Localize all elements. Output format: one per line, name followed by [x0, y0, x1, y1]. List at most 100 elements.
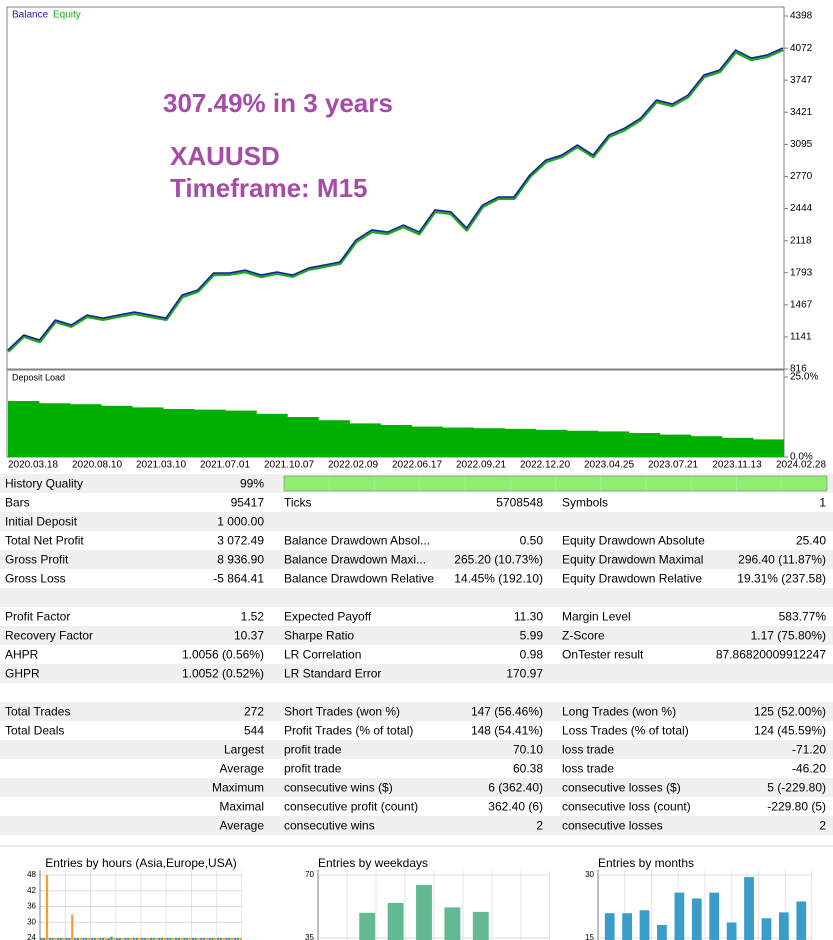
histogram-bar [166, 938, 169, 940]
load-bar [380, 425, 412, 457]
load-bar [504, 428, 537, 457]
histogram-bar [180, 938, 183, 940]
cell-label: Profit Trades (% of total) [284, 724, 413, 738]
cell-value: 124 (45.59%) [754, 724, 826, 738]
y-tick-label: 0.0% [790, 452, 813, 463]
histogram-bar [127, 938, 130, 940]
cell-label: Total Deals [5, 724, 64, 738]
cell-label: Gross Loss [5, 572, 66, 586]
y-tick-label: 30 [27, 917, 36, 926]
cell-label: loss trade [562, 762, 614, 776]
cell-label: consecutive profit (count) [284, 800, 418, 814]
annotation: 307.49% in 3 years [163, 88, 393, 118]
cell-value: 2 [536, 819, 543, 833]
histogram-bar [222, 938, 225, 940]
cell-value: 5 (-229.80) [767, 781, 826, 795]
table-row [0, 740, 833, 759]
histogram-bar [121, 938, 124, 940]
load-bar [566, 430, 599, 457]
histogram-bar [96, 938, 99, 940]
histogram-bar [43, 938, 46, 940]
histogram-bar [191, 938, 195, 940]
load-bar [721, 437, 754, 457]
histogram-bar [116, 938, 119, 940]
histogram-bar [177, 938, 180, 940]
histogram-bar [200, 938, 203, 940]
cell-value: -46.20 [792, 762, 826, 776]
cell-value: 1.17 (75.80%) [751, 629, 826, 643]
panel-title: Entries by months [598, 856, 694, 870]
x-tick-label: 2020.08.10 [72, 460, 122, 471]
series-line [7, 47, 784, 353]
balance-frame [6, 6, 785, 370]
load-bar [101, 405, 133, 457]
load-bar [690, 436, 723, 457]
y-tick-label: 30 [585, 870, 594, 879]
x-tick-label: 2022.12.20 [520, 460, 570, 471]
load-bar [8, 401, 40, 457]
annotation: XAUUSD [170, 141, 280, 171]
panel-title: Deposit Load [12, 372, 65, 382]
x-tick-label: 2020.03.18 [8, 460, 58, 471]
cell-label: Recovery Factor [5, 629, 93, 643]
histogram-bar [144, 938, 147, 940]
histogram-bar [99, 938, 102, 940]
load-bar [752, 439, 784, 457]
histogram-bar [444, 907, 461, 940]
months-plot [598, 870, 812, 940]
cell-label: Equity Drawdown Relative [562, 572, 702, 586]
load-bar [163, 409, 195, 457]
load-bar [535, 429, 568, 457]
cell-value: 11.30 [514, 610, 543, 624]
y-tick-label: 42 [27, 886, 36, 895]
cell-value: 544 [244, 724, 264, 738]
table-row [0, 759, 833, 778]
histogram-bar [135, 938, 138, 940]
histogram-bar [709, 892, 720, 940]
x-tick-label: 2022.02.09 [328, 460, 378, 471]
balance-plot [7, 47, 784, 353]
x-tick-label: 2021.03.10 [136, 460, 186, 471]
x-tick-label: 2022.09.21 [456, 460, 506, 471]
histogram-bar [87, 938, 91, 940]
histogram-bar [744, 877, 754, 940]
load-bar [132, 407, 164, 457]
table-row [0, 493, 833, 512]
cell-label: History Quality [5, 477, 83, 491]
cell-value: 1.52 [241, 610, 265, 624]
load-bar [318, 420, 350, 457]
histogram-bar [132, 938, 136, 940]
cell-label: consecutive losses [562, 819, 663, 833]
load-bar [39, 403, 71, 457]
histogram-bar [622, 913, 633, 940]
y-tick-label: 3421 [790, 107, 813, 118]
histogram-bar [203, 938, 206, 940]
y-tick-label: 24 [27, 933, 36, 940]
histogram-bar [85, 938, 88, 940]
cell-value: 170.97 [506, 667, 543, 681]
histogram-bar [104, 938, 108, 940]
x-tick-label: 2021.07.01 [200, 460, 250, 471]
cell-label: Total Trades [5, 705, 70, 719]
x-tick-label: 2023.11.13 [712, 460, 762, 471]
histogram-bar [239, 938, 242, 940]
table-row [0, 778, 833, 797]
histogram-bar [174, 938, 178, 940]
cell-label: loss trade [562, 743, 614, 757]
y-tick-label: 3747 [790, 75, 813, 86]
table-row [0, 702, 833, 721]
cell-value: 99% [240, 477, 264, 491]
y-tick-label: 2118 [790, 235, 812, 246]
histogram-bar [118, 938, 122, 940]
y-tick-label: 36 [27, 902, 36, 911]
histogram-bar [186, 938, 189, 940]
load-bar [597, 431, 630, 457]
annotation: Timeframe: M15 [170, 173, 368, 203]
cell-label: profit trade [284, 762, 342, 776]
histogram-bar [79, 938, 82, 940]
histogram-bar [163, 938, 166, 940]
cell-label: consecutive wins [284, 819, 375, 833]
cell-value: 1.0052 (0.52%) [182, 667, 264, 681]
x-tick-label: 2023.07.21 [648, 460, 698, 471]
